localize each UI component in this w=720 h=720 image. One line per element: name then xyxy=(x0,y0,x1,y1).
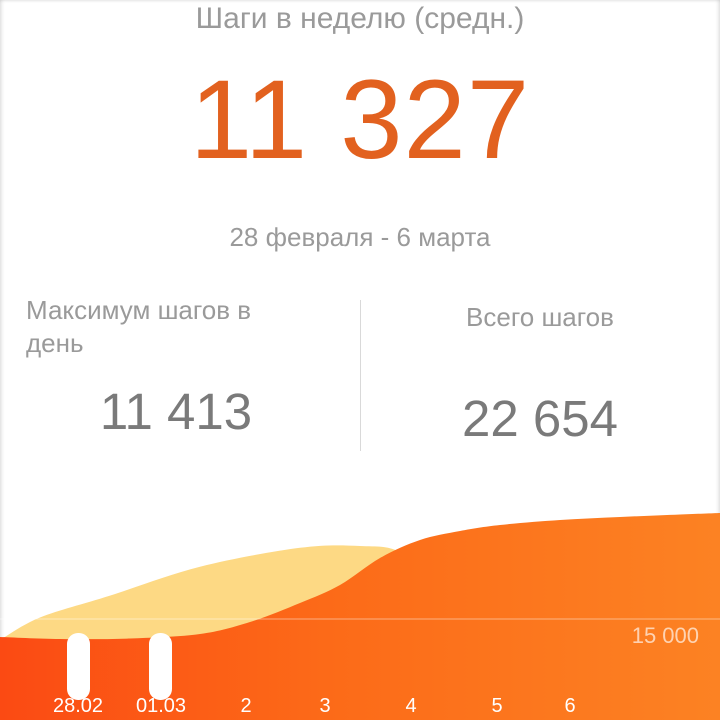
svg-text:4: 4 xyxy=(405,695,416,717)
svg-text:3: 3 xyxy=(319,695,330,717)
svg-text:5: 5 xyxy=(491,695,502,717)
svg-text:2: 2 xyxy=(240,695,251,717)
svg-text:28.02: 28.02 xyxy=(53,695,103,717)
svg-text:6: 6 xyxy=(564,695,575,717)
svg-text:01.03: 01.03 xyxy=(136,695,186,717)
svg-text:15 000: 15 000 xyxy=(632,623,699,648)
